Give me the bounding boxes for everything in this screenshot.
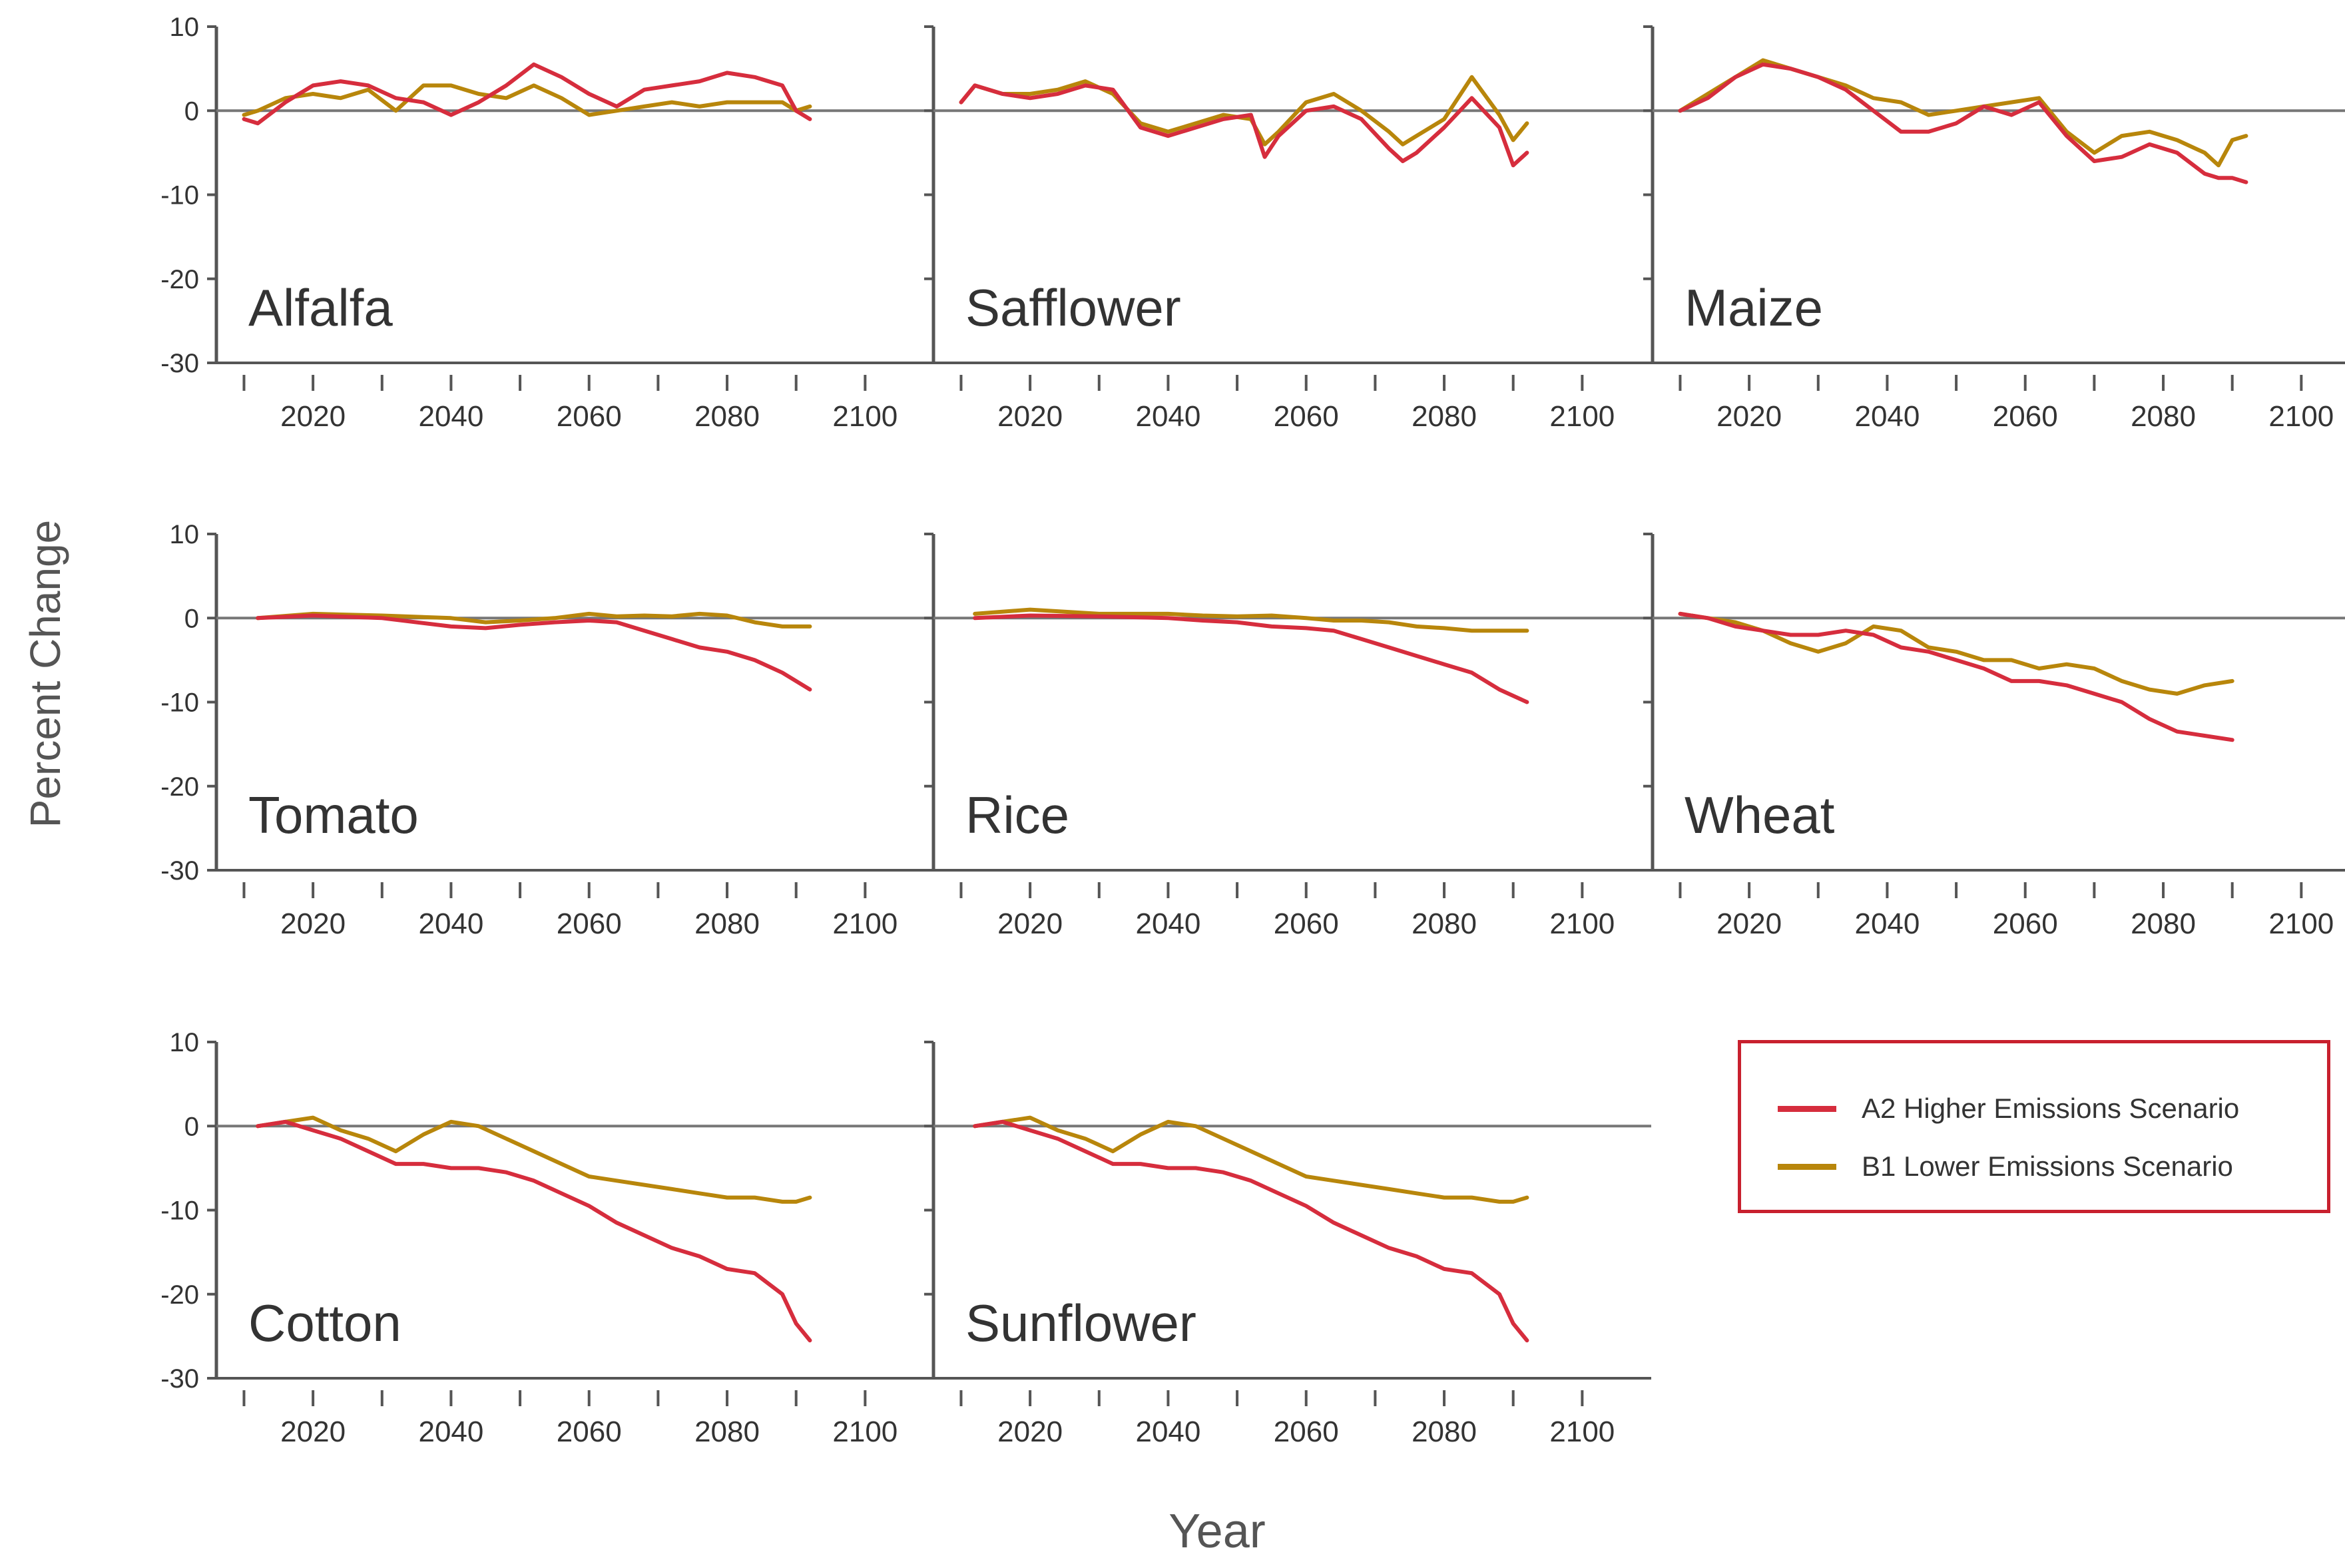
alfalfa-y-tick-label: -30: [160, 349, 199, 378]
maize-x-tick-label: 2060: [1993, 400, 2058, 433]
cotton-y-tick-label: -10: [160, 1196, 199, 1226]
maize-panel-title: Maize: [1685, 278, 1823, 337]
alfalfa-y-tick-label: -10: [160, 181, 199, 210]
tomato-y-tick-label: -10: [160, 688, 199, 718]
tomato-y-tick-label: 0: [184, 604, 199, 633]
maize-x-tick-label: 2020: [1716, 400, 1782, 433]
cotton-b1-line: [256, 1115, 812, 1204]
wheat-a2-line: [1678, 611, 2234, 742]
safflower-x-tick-label: 2060: [1274, 400, 1339, 433]
cotton-y-tick-label: 0: [184, 1112, 199, 1141]
safflower-a2-line: [959, 83, 1529, 168]
tomato-y-tick-label: 10: [170, 520, 200, 549]
legend-item-a2: A2 Higher Emissions Scenario: [1778, 1089, 2239, 1129]
cotton-y-tick-label: -30: [160, 1364, 199, 1394]
cotton-panel-title: Cotton: [248, 1294, 401, 1352]
legend-label-b1: B1 Lower Emissions Scenario: [1862, 1151, 2233, 1182]
safflower-x-tick-label: 2100: [1549, 400, 1615, 433]
rice-x-tick-label: 2060: [1274, 908, 1339, 940]
alfalfa-a2-line: [242, 62, 812, 126]
tomato-b1-line: [256, 611, 812, 629]
sunflower-x-tick-label: 2060: [1274, 1416, 1339, 1448]
cotton-x-tick-label: 2080: [694, 1416, 760, 1448]
rice-a2-line: [973, 613, 1529, 704]
alfalfa-y-tick-label: -20: [160, 265, 199, 294]
wheat-x-tick-label: 2080: [2131, 908, 2196, 940]
wheat-x-tick-label: 2100: [2268, 908, 2334, 940]
tomato-x-tick-label: 2080: [694, 908, 760, 940]
cotton-a2-line: [256, 1119, 812, 1343]
wheat-panel-title: Wheat: [1685, 786, 1835, 844]
maize-a2-line: [1678, 62, 2248, 184]
alfalfa-y-tick-label: 0: [184, 97, 199, 126]
rice-panel-title: Rice: [965, 786, 1069, 844]
wheat-x-tick-label: 2020: [1716, 908, 1782, 940]
cotton-x-tick-label: 2040: [418, 1416, 483, 1448]
cotton-y-tick-label: 10: [170, 1028, 200, 1057]
rice-x-tick-label: 2080: [1412, 908, 1477, 940]
alfalfa-x-tick-label: 2100: [832, 400, 898, 433]
tomato-a2-line: [256, 613, 812, 692]
alfalfa-x-tick-label: 2040: [418, 400, 483, 433]
legend-item-b1: B1 Lower Emissions Scenario: [1778, 1147, 2233, 1186]
wheat-b1-line: [1678, 611, 2234, 696]
legend-swatch-a2: [1778, 1105, 1836, 1112]
safflower-b1-line: [959, 75, 1529, 146]
tomato-panel-title: Tomato: [248, 786, 419, 844]
wheat-x-tick-label: 2040: [1854, 908, 1920, 940]
rice-b1-line: [973, 607, 1529, 633]
cotton-x-tick-label: 2060: [557, 1416, 622, 1448]
safflower-panel-title: Safflower: [965, 278, 1181, 337]
sunflower-x-tick-label: 2020: [997, 1416, 1063, 1448]
wheat-x-tick-label: 2060: [1993, 908, 2058, 940]
safflower-x-tick-label: 2040: [1135, 400, 1200, 433]
alfalfa-x-tick-label: 2080: [694, 400, 760, 433]
rice-x-tick-label: 2020: [997, 908, 1063, 940]
rice-x-tick-label: 2100: [1549, 908, 1615, 940]
alfalfa-x-tick-label: 2060: [557, 400, 622, 433]
tomato-x-tick-label: 2060: [557, 908, 622, 940]
alfalfa-x-tick-label: 2020: [280, 400, 346, 433]
sunflower-x-tick-label: 2100: [1549, 1416, 1615, 1448]
cotton-y-tick-label: -20: [160, 1280, 199, 1310]
legend: A2 Higher Emissions Scenario B1 Lower Em…: [1738, 1040, 2330, 1213]
alfalfa-b1-line: [242, 83, 812, 117]
tomato-y-tick-label: -20: [160, 772, 199, 802]
sunflower-a2-line: [973, 1119, 1529, 1343]
tomato-x-tick-label: 2100: [832, 908, 898, 940]
safflower-x-tick-label: 2020: [997, 400, 1063, 433]
tomato-x-tick-label: 2040: [418, 908, 483, 940]
legend-label-a2: A2 Higher Emissions Scenario: [1862, 1093, 2240, 1124]
tomato-y-tick-label: -30: [160, 856, 199, 886]
alfalfa-panel-title: Alfalfa: [248, 278, 393, 337]
sunflower-x-tick-label: 2040: [1135, 1416, 1200, 1448]
maize-x-tick-label: 2080: [2131, 400, 2196, 433]
safflower-x-tick-label: 2080: [1412, 400, 1477, 433]
maize-x-tick-label: 2040: [1854, 400, 1920, 433]
y-axis-label: Percent Change: [21, 519, 69, 828]
sunflower-x-tick-label: 2080: [1412, 1416, 1477, 1448]
cotton-x-tick-label: 2100: [832, 1416, 898, 1448]
rice-x-tick-label: 2040: [1135, 908, 1200, 940]
alfalfa-y-tick-label: 10: [170, 13, 200, 42]
x-axis-label: Year: [1169, 1505, 1266, 1558]
tomato-x-tick-label: 2020: [280, 908, 346, 940]
cotton-x-tick-label: 2020: [280, 1416, 346, 1448]
sunflower-panel-title: Sunflower: [965, 1294, 1196, 1352]
sunflower-b1-line: [973, 1115, 1529, 1204]
maize-x-tick-label: 2100: [2268, 400, 2334, 433]
legend-swatch-b1: [1778, 1163, 1836, 1170]
